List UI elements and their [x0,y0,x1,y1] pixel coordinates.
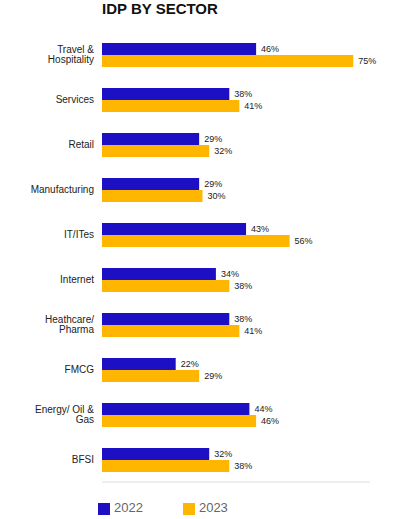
svg-text:38%: 38% [234,461,252,471]
svg-text:Services: Services [56,94,94,105]
svg-text:29%: 29% [204,371,222,381]
svg-text:Internet: Internet [60,274,94,285]
svg-text:41%: 41% [244,101,262,111]
svg-text:38%: 38% [234,281,252,291]
svg-text:32%: 32% [214,146,232,156]
svg-text:29%: 29% [204,179,222,189]
html-text:2022: 2022 [114,500,143,515]
svg-text:22%: 22% [181,359,199,369]
svg-text:44%: 44% [254,404,272,414]
svg-text:41%: 41% [244,326,262,336]
svg-text:46%: 46% [261,44,279,54]
html-text:IDP BY SECTOR: IDP BY SECTOR [102,0,218,17]
svg-text:IT/ITes: IT/ITes [64,229,94,240]
svg-text:FMCG: FMCG [65,364,95,375]
svg-text:43%: 43% [251,224,269,234]
svg-text:38%: 38% [234,89,252,99]
svg-text:BFSI: BFSI [72,454,94,465]
svg-text:32%: 32% [214,449,232,459]
svg-text:29%: 29% [204,134,222,144]
svg-text:75%: 75% [358,56,376,66]
svg-text:Energy/ Oil &Gas: Energy/ Oil &Gas [35,404,94,425]
svg-text:Retail: Retail [68,139,94,150]
svg-text:Manufacturing: Manufacturing [31,184,94,195]
svg-text:38%: 38% [234,314,252,324]
svg-text:46%: 46% [261,416,279,426]
svg-text:Travel &Hospitality: Travel &Hospitality [48,44,94,65]
svg-text:56%: 56% [295,236,313,246]
svg-text:Heathcare/Pharma: Heathcare/Pharma [45,314,94,335]
svg-text:30%: 30% [208,191,226,201]
html-text:2023: 2023 [198,500,228,515]
svg-text:34%: 34% [221,269,239,279]
